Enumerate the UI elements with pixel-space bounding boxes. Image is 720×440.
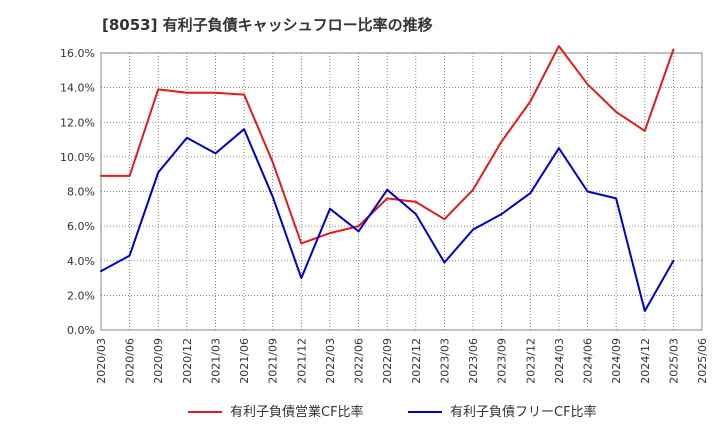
x-tick-label: 2022/06 bbox=[353, 338, 366, 384]
x-tick-label: 2021/12 bbox=[295, 338, 308, 384]
legend: 有利子負債営業CF比率 有利子負債フリーCF比率 bbox=[188, 404, 597, 420]
x-tick-label: 2024/03 bbox=[553, 338, 566, 384]
x-tick-label: 2025/06 bbox=[696, 338, 709, 384]
x-tick-label: 2020/06 bbox=[124, 338, 137, 384]
x-tick-label: 2023/09 bbox=[496, 338, 509, 384]
x-tick-label: 2021/06 bbox=[238, 338, 251, 384]
x-tick-label: 2025/03 bbox=[667, 338, 680, 384]
y-tick-label: 8.0% bbox=[67, 186, 95, 199]
y-tick-label: 14.0% bbox=[60, 82, 95, 95]
chart-title: [8053] 有利子負債キャッシュフロー比率の推移 bbox=[102, 16, 433, 34]
y-tick-label: 0.0% bbox=[67, 324, 95, 337]
x-tick-label: 2022/03 bbox=[324, 338, 337, 384]
x-tick-label: 2022/12 bbox=[410, 338, 423, 384]
grid-layer bbox=[100, 52, 703, 331]
x-tick-label: 2023/03 bbox=[438, 338, 451, 384]
y-tick-label: 6.0% bbox=[67, 220, 95, 233]
y-tick-label: 12.0% bbox=[60, 116, 95, 129]
series-line-1 bbox=[100, 128, 675, 312]
x-tick-label: 2024/12 bbox=[639, 338, 652, 384]
series-layer bbox=[100, 45, 675, 312]
y-tick-label: 16.0% bbox=[60, 47, 95, 60]
axis-layer: 2020/03 2020/06 2020/09 2020/12 2021/03 2021/… bbox=[60, 47, 709, 384]
y-tick-label: 10.0% bbox=[60, 151, 95, 164]
legend-label-0: 有利子負債営業CF比率 bbox=[230, 404, 364, 420]
x-tick-label: 2021/09 bbox=[267, 338, 280, 384]
x-tick-label: 2024/09 bbox=[610, 338, 623, 384]
x-tick-label: 2020/09 bbox=[152, 338, 165, 384]
x-tick-label: 2020/12 bbox=[181, 338, 194, 384]
series-line-0 bbox=[100, 45, 675, 245]
x-tick-label: 2023/12 bbox=[524, 338, 537, 384]
x-tick-label: 2020/03 bbox=[95, 338, 108, 384]
x-tick-label: 2023/06 bbox=[467, 338, 480, 384]
x-tick-label: 2022/09 bbox=[381, 338, 394, 384]
y-tick-label: 4.0% bbox=[67, 255, 95, 268]
x-tick-label: 2021/03 bbox=[209, 338, 222, 384]
y-tick-label: 2.0% bbox=[67, 289, 95, 302]
legend-label-1: 有利子負債フリーCF比率 bbox=[450, 404, 597, 420]
x-tick-label: 2024/06 bbox=[582, 338, 595, 384]
